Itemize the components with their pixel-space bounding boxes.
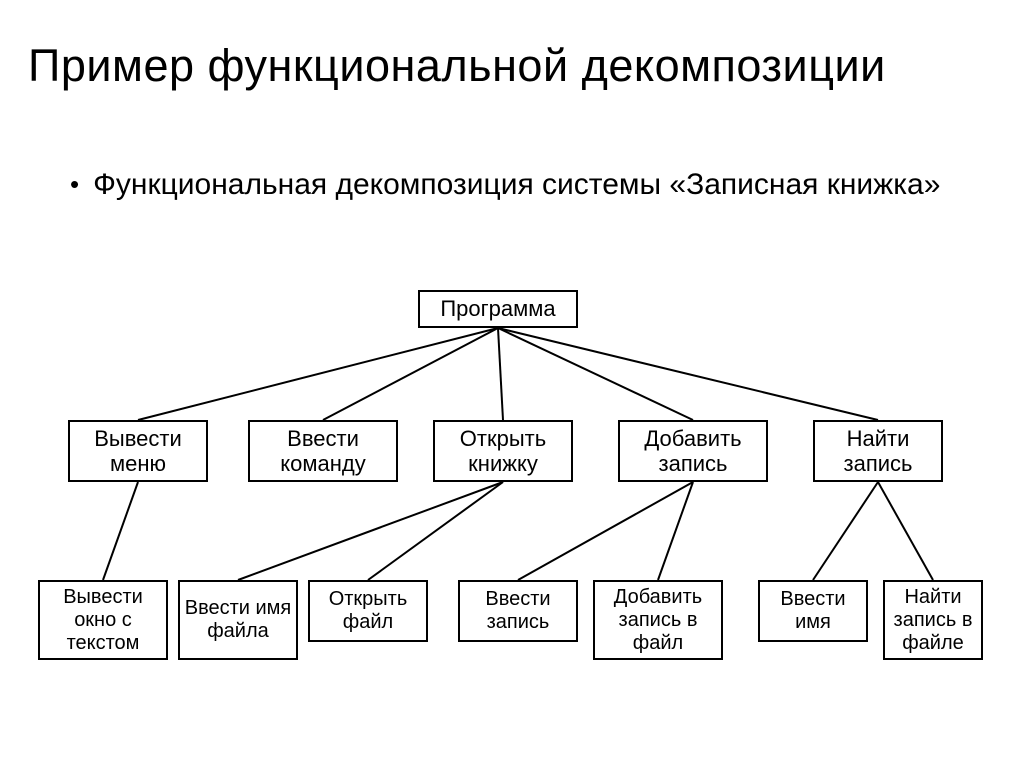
tree-edge (498, 328, 878, 420)
tree-node-l2f: Ввести имя (758, 580, 868, 642)
tree-node-l2a: Вывести окно с текстом (38, 580, 168, 660)
tree-edge (518, 482, 693, 580)
bullet-icon: • (70, 165, 79, 203)
tree-edge (368, 482, 503, 580)
tree-edge (103, 482, 138, 580)
bullet-text: Функциональная декомпозиция системы «Зап… (93, 165, 940, 205)
decomposition-tree-diagram: Программа Вывести меню Ввести команду Откры… (38, 280, 988, 710)
tree-node-l1a: Вывести меню (68, 420, 208, 482)
tree-node-l2e: Добавить запись в файл (593, 580, 723, 660)
tree-edge (813, 482, 878, 580)
bullet-item: • Функциональная декомпозиция системы «З… (70, 165, 940, 205)
tree-node-l1e: Найти запись (813, 420, 943, 482)
tree-edge (138, 328, 498, 420)
tree-edge (238, 482, 503, 580)
tree-edge (498, 328, 503, 420)
tree-node-l1c: Открыть книжку (433, 420, 573, 482)
tree-node-l2c: Открыть файл (308, 580, 428, 642)
tree-node-l2d: Ввести запись (458, 580, 578, 642)
tree-edge (658, 482, 693, 580)
tree-edge (878, 482, 933, 580)
tree-edge (498, 328, 693, 420)
tree-node-l2g: Найти запись в файле (883, 580, 983, 660)
tree-node-root: Программа (418, 290, 578, 328)
tree-edge (323, 328, 498, 420)
tree-node-l1d: Добавить запись (618, 420, 768, 482)
slide-title: Пример функциональной декомпозиции (28, 40, 886, 92)
tree-node-l2b: Ввести имя файла (178, 580, 298, 660)
tree-node-l1b: Ввести команду (248, 420, 398, 482)
